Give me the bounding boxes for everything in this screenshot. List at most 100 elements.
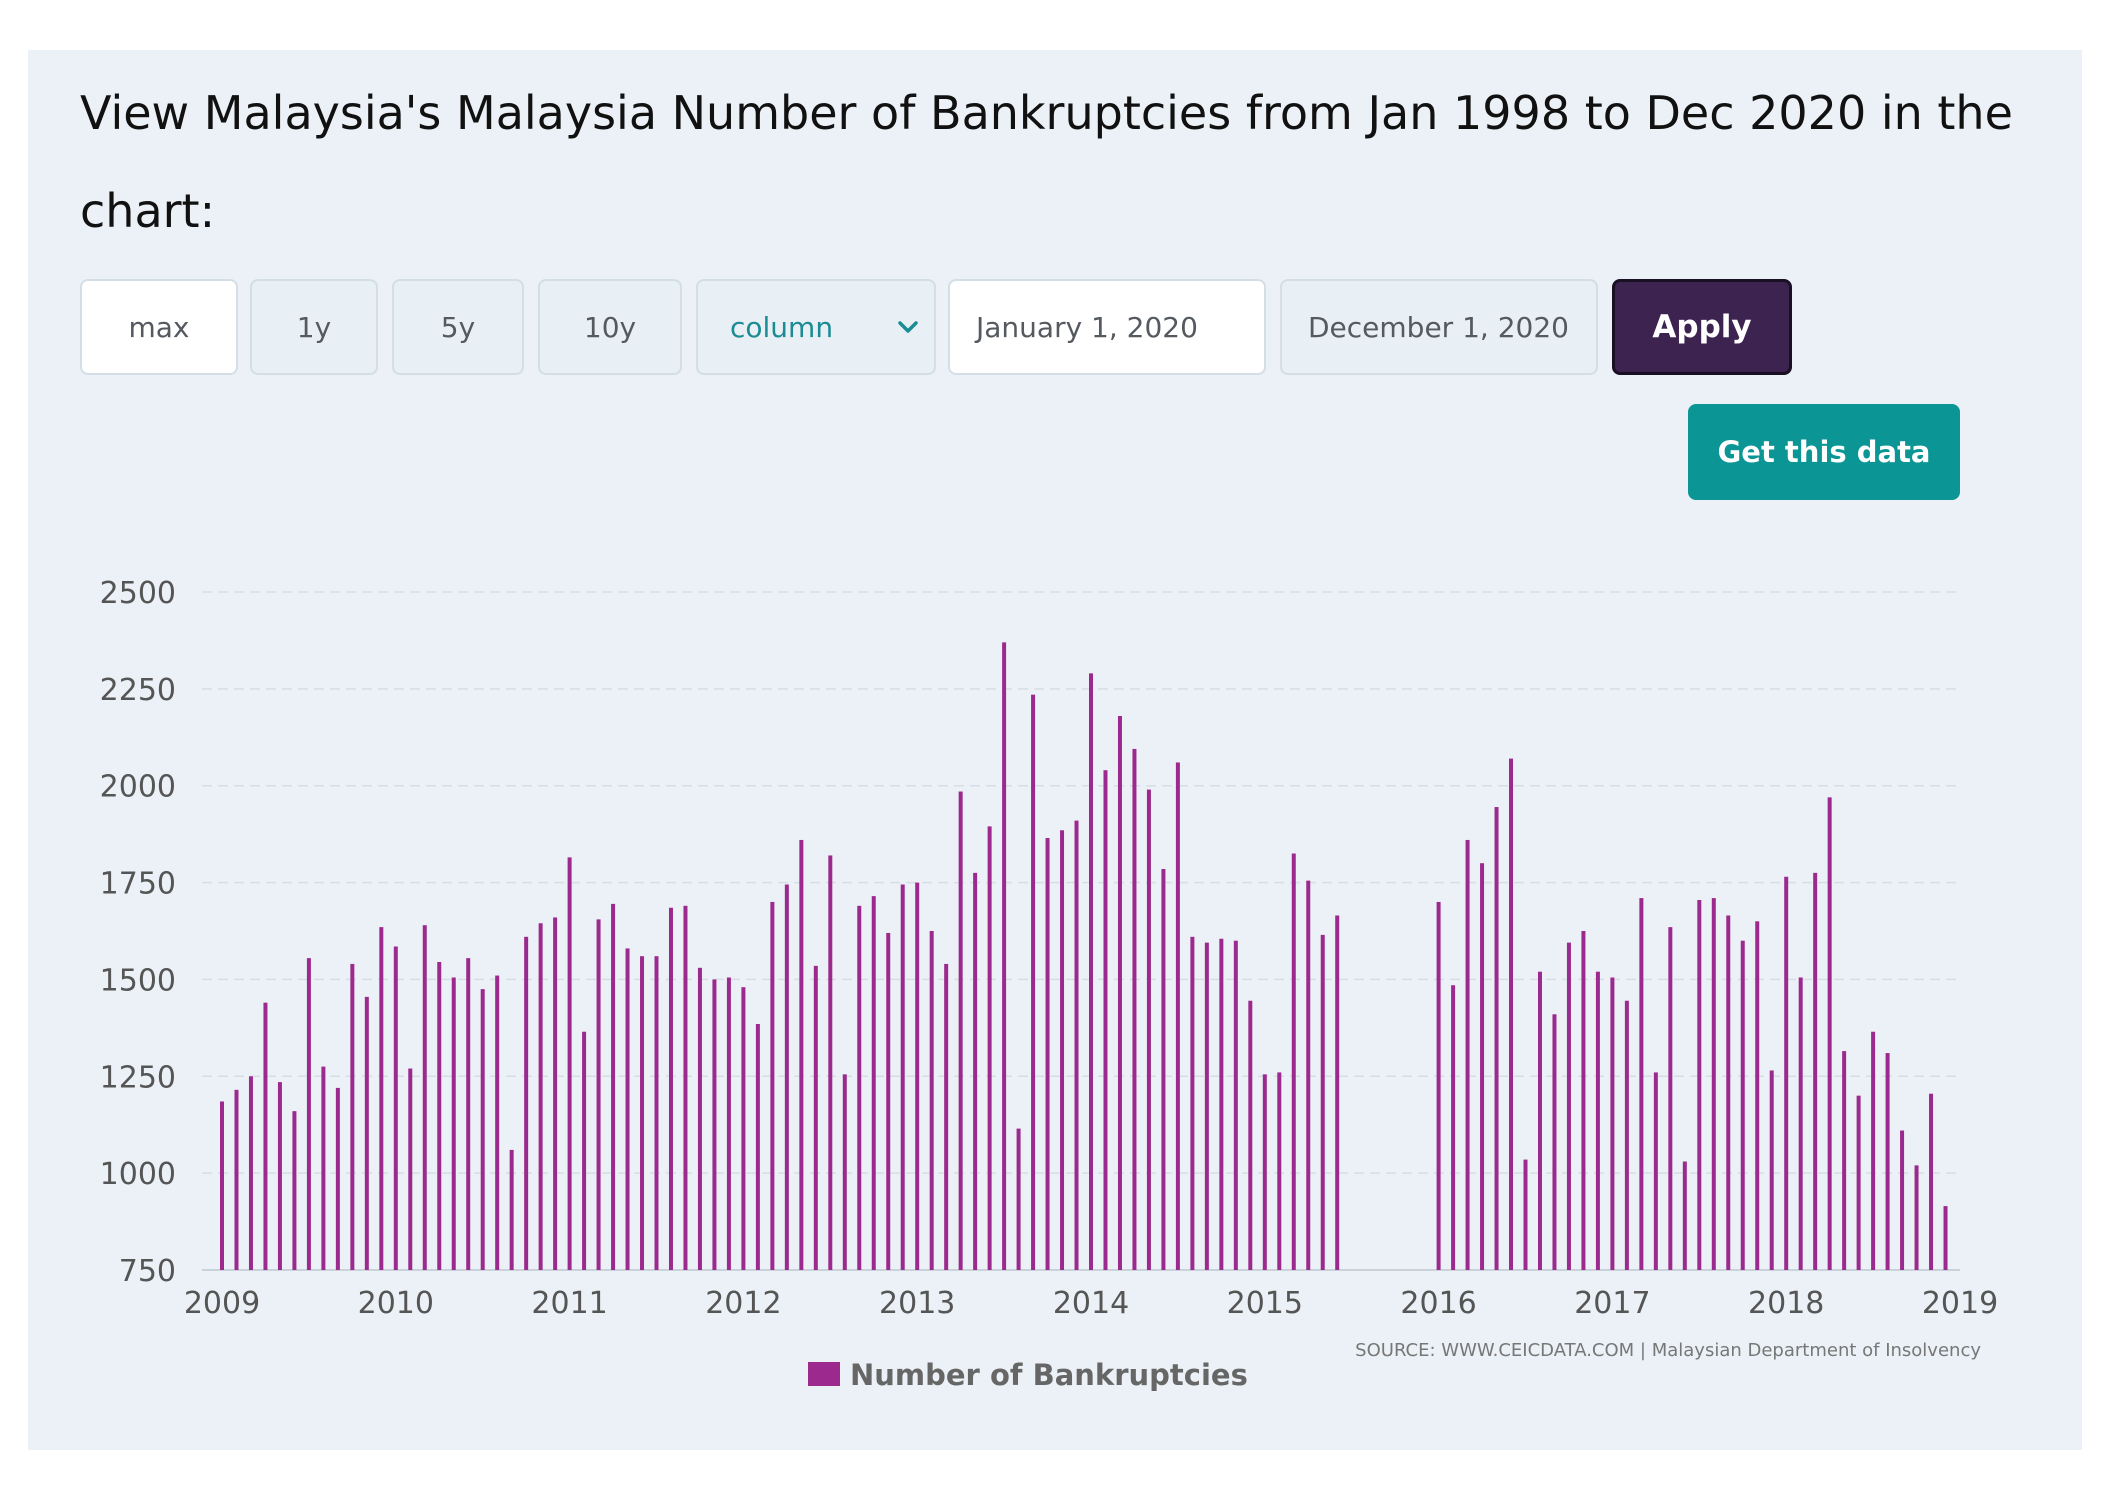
bar (1813, 872, 1818, 1270)
range-max-button[interactable]: max (80, 279, 238, 375)
bar (1132, 748, 1137, 1270)
bar (886, 932, 891, 1270)
bar (1552, 1014, 1557, 1270)
bar (1755, 921, 1760, 1270)
bar (726, 977, 731, 1270)
bar (1929, 1093, 1934, 1270)
bar (1610, 977, 1615, 1270)
bar (220, 1101, 224, 1270)
y-tick-label: 2500 (100, 576, 176, 611)
bar (596, 919, 601, 1270)
bar (1639, 898, 1644, 1270)
bar (1668, 927, 1673, 1270)
bar (1769, 1070, 1774, 1270)
bar (741, 987, 746, 1270)
end-date-input[interactable]: December 1, 2020 (1280, 279, 1598, 375)
bar (509, 1149, 514, 1270)
bar (1624, 1000, 1629, 1270)
y-tick-label: 1000 (100, 1157, 176, 1192)
y-tick-label: 750 (119, 1254, 176, 1289)
bar (625, 948, 630, 1270)
source-note: SOURCE: WWW.CEICDATA.COM | Malaysian Dep… (1355, 1340, 1981, 1361)
range-5y-button[interactable]: 5y (392, 279, 524, 375)
range-10y-button[interactable]: 10y (538, 279, 682, 375)
bar (451, 977, 456, 1270)
bar (1262, 1074, 1267, 1270)
bar (466, 958, 471, 1270)
bar (712, 979, 717, 1270)
bar (770, 901, 775, 1270)
bar (1248, 1000, 1253, 1270)
bar (799, 839, 804, 1270)
bar (1436, 901, 1441, 1270)
bar (1900, 1130, 1905, 1270)
bar (973, 872, 978, 1270)
bar (1291, 853, 1296, 1270)
bar (1335, 915, 1340, 1270)
bar (1465, 839, 1470, 1270)
chart-type-value: column (730, 310, 834, 344)
x-tick-label: 2014 (1053, 1286, 1129, 1321)
bar (842, 1074, 847, 1270)
start-date-value: January 1, 2020 (976, 310, 1198, 344)
bar (987, 826, 992, 1270)
bar (1002, 642, 1007, 1270)
x-tick-label: 2016 (1400, 1286, 1476, 1321)
bar (234, 1089, 239, 1270)
bar (929, 931, 934, 1270)
bar (408, 1068, 413, 1270)
bar (1277, 1072, 1282, 1270)
bar (350, 963, 355, 1270)
bar (1161, 869, 1166, 1270)
bar (582, 1031, 587, 1270)
bar (567, 857, 572, 1270)
bar (379, 927, 384, 1270)
bar (1726, 915, 1731, 1270)
bar (944, 963, 949, 1270)
bar (538, 923, 543, 1270)
bar (1871, 1031, 1876, 1270)
bar (1190, 936, 1195, 1270)
bar (292, 1111, 297, 1270)
bar (1117, 715, 1122, 1270)
get-this-data-button[interactable]: Get this data (1688, 404, 1960, 500)
bar (1914, 1165, 1919, 1270)
bar (1856, 1095, 1861, 1270)
bar (495, 975, 500, 1270)
bar (611, 903, 616, 1270)
bar (683, 905, 688, 1270)
x-tick-label: 2013 (879, 1286, 955, 1321)
chart-type-select[interactable]: column (696, 279, 936, 375)
bar (1089, 673, 1093, 1270)
bar (1842, 1051, 1847, 1270)
bar (1682, 1161, 1687, 1270)
x-tick-label: 2015 (1227, 1286, 1303, 1321)
x-tick-label: 2010 (358, 1286, 434, 1321)
x-tick-label: 2018 (1748, 1286, 1824, 1321)
bar (915, 882, 920, 1270)
bar (1306, 880, 1311, 1270)
bar (1074, 820, 1079, 1270)
bar (1537, 971, 1542, 1270)
bar (784, 884, 789, 1270)
bar (306, 958, 311, 1270)
bar (1509, 758, 1514, 1270)
x-tick-label: 2012 (705, 1286, 781, 1321)
bar (958, 791, 963, 1270)
x-tick-label: 2009 (184, 1286, 260, 1321)
bar (1016, 1128, 1021, 1270)
bar (1653, 1072, 1658, 1270)
range-1y-button[interactable]: 1y (250, 279, 378, 375)
bar (755, 1023, 760, 1270)
y-tick-label: 1750 (100, 867, 176, 902)
bar (1233, 940, 1238, 1270)
bar (640, 956, 645, 1270)
y-tick-label: 1500 (100, 963, 176, 998)
bar (1595, 971, 1600, 1270)
start-date-input[interactable]: January 1, 2020 (948, 279, 1266, 375)
apply-button[interactable]: Apply (1612, 279, 1792, 375)
bar (1320, 934, 1325, 1270)
bar (1711, 898, 1716, 1270)
bar (422, 925, 427, 1270)
bar (1219, 938, 1224, 1270)
